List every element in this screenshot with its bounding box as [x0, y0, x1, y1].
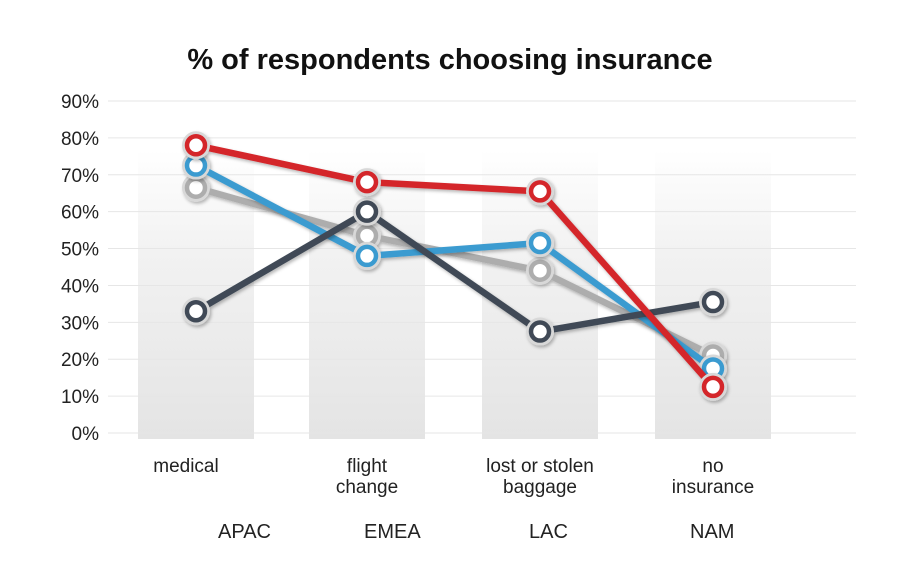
data-point-halo: [526, 256, 554, 285]
data-point-nam: [528, 320, 552, 343]
x-category-label: medical: [153, 456, 218, 477]
series-line-apac: [192, 142, 717, 391]
data-point-lac: [528, 231, 552, 255]
data-point-halo: [353, 168, 381, 197]
series-layer: [182, 131, 727, 401]
legend-label: EMEA: [364, 521, 421, 543]
x-axis-categories: medical flight change lost or stolen baggage…: [153, 456, 754, 498]
data-point-emea: [184, 176, 208, 199]
legend: APAC EMEA LAC NAM: [151, 521, 734, 543]
legend-label: NAM: [690, 521, 734, 543]
data-point-nam: [355, 200, 379, 223]
series-line-nam: [192, 208, 717, 335]
series-line-lac: [192, 162, 717, 372]
data-point-apac: [355, 170, 379, 194]
y-tick-label: 10%: [61, 387, 99, 408]
y-axis-ticks: 0% 10% 20% 30% 40% 50% 60% 70% 80% 90%: [61, 92, 99, 445]
data-point-apac: [184, 134, 208, 157]
series-lac: [182, 151, 727, 383]
data-point-lac: [355, 244, 379, 268]
data-point-halo: [526, 177, 554, 206]
data-point-halo: [526, 229, 554, 258]
chart-title: % of respondents choosing insurance: [187, 44, 712, 76]
data-point-apac: [701, 375, 725, 399]
x-category-label: lost or stolen baggage: [486, 456, 594, 498]
data-point-halo: [526, 317, 554, 346]
y-tick-label: 0%: [72, 424, 100, 445]
data-point-halo: [353, 197, 381, 226]
data-point-halo: [699, 372, 727, 401]
x-category-label: flight change: [336, 456, 398, 498]
data-point-emea: [528, 259, 552, 282]
y-tick-label: 80%: [61, 129, 99, 150]
legend-item-nam: NAM: [623, 521, 734, 543]
data-point-halo: [182, 131, 210, 160]
series-nam: [182, 197, 727, 346]
data-point-halo: [699, 288, 727, 317]
data-point-nam: [701, 290, 725, 314]
y-tick-label: 40%: [61, 276, 99, 297]
y-tick-label: 30%: [61, 313, 99, 334]
data-point-halo: [182, 297, 210, 326]
legend-item-emea: EMEA: [297, 521, 421, 543]
legend-label: APAC: [218, 521, 271, 543]
data-point-apac: [528, 180, 552, 203]
data-point-nam: [184, 300, 208, 323]
y-tick-label: 20%: [61, 350, 99, 371]
series-apac: [182, 131, 727, 401]
legend-item-apac: APAC: [151, 521, 271, 543]
y-tick-label: 60%: [61, 203, 99, 224]
x-category-label: no insurance: [672, 456, 754, 498]
y-tick-label: 90%: [61, 92, 99, 113]
data-point-halo: [353, 241, 381, 270]
legend-item-lac: LAC: [462, 521, 568, 543]
legend-label: LAC: [529, 521, 568, 543]
y-tick-label: 70%: [61, 166, 99, 187]
y-tick-label: 50%: [61, 240, 99, 261]
